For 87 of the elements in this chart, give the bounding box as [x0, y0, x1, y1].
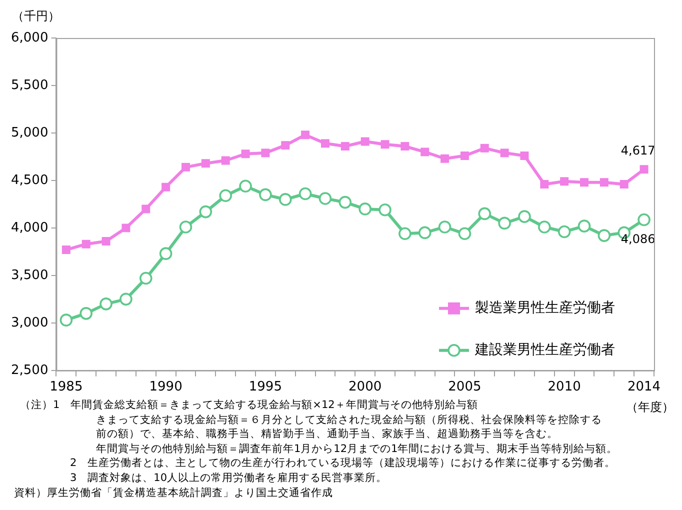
y-tick-label: 5,500: [11, 78, 48, 93]
y-tick-label: 3,500: [11, 268, 48, 283]
point: [398, 227, 412, 240]
point: [620, 180, 628, 188]
point: [458, 227, 472, 240]
point: [500, 148, 509, 158]
point: [181, 162, 190, 172]
text: きまって支給する現金給与額＝６月分として支給された現金給与額（所得税、社会保険料等を控除する: [95, 412, 603, 428]
point: [162, 182, 170, 192]
point: [358, 202, 372, 216]
point: [378, 204, 392, 216]
text: 3 調査対象は、10人以上の常用労働者を雇用する民営事業所。: [69, 470, 388, 486]
point: [518, 210, 531, 223]
point: [578, 220, 591, 232]
point: [318, 192, 332, 205]
point: [538, 220, 551, 234]
point: [598, 229, 611, 242]
point: [338, 196, 352, 209]
x-axis-title: （年度）: [626, 399, 674, 416]
point: [201, 159, 210, 168]
y-tick-label: 3,000: [11, 315, 48, 330]
point: [142, 204, 150, 214]
point: [239, 180, 252, 193]
x-tick-label: 1995: [248, 380, 282, 395]
point: [261, 148, 270, 158]
point: [219, 189, 232, 202]
point: [82, 240, 90, 248]
point: [102, 236, 110, 246]
legend-label: 建設業男性生産労働者: [474, 342, 615, 358]
text: 前の額）で、基本給、職務手当、精皆勤手当、通勤手当、家族手当、超過勤務手当等を含む。: [95, 427, 559, 442]
point: [540, 180, 549, 188]
x-tick-label: 2010: [548, 380, 581, 395]
point: [139, 272, 152, 285]
point: [418, 226, 432, 240]
y-tick-label: 6,000: [11, 30, 48, 46]
y-tick-label: 4,000: [11, 220, 48, 236]
point: [440, 154, 450, 163]
text: 資料）厚生労働省「賃金構造基本統計調査」より国土交通省作成: [14, 486, 334, 500]
text: 2 生産労働者とは、主として物の生産が行われている現場等（建設現場等）における作業に従事する労働者。: [69, 456, 617, 471]
point: [420, 148, 430, 156]
point: [60, 314, 73, 326]
point: [638, 213, 650, 226]
point: [320, 139, 330, 148]
x-tick-label: 1990: [149, 380, 182, 395]
point: [62, 246, 70, 254]
point: [640, 165, 648, 174]
point: [179, 220, 192, 234]
point: [122, 224, 130, 232]
text: （注）1 年間賃金総支給額＝きまって支給する現金給与額×12＋年間賞与その他特別給与額: [20, 398, 479, 413]
y-tick-label: 5,000: [11, 125, 48, 140]
point: [340, 142, 350, 151]
point: [120, 292, 132, 306]
point: [259, 188, 272, 202]
point: [580, 178, 588, 187]
x-tick-label: 2000: [348, 380, 382, 395]
text: 年間賞与その他特別給与額＝調査年前年1月から12月までの1年間における賞与、期末手当等特別給与額。: [95, 442, 619, 456]
y-axis-title: （千円）: [12, 8, 60, 25]
point: [478, 207, 492, 220]
point: [159, 247, 172, 260]
point: [600, 178, 608, 187]
point: [241, 150, 250, 158]
point: [360, 137, 370, 146]
x-tick-label: 1985: [50, 380, 83, 395]
point: [480, 144, 489, 152]
point: [520, 152, 529, 160]
point: [80, 307, 93, 320]
point: [560, 177, 569, 186]
point: [100, 298, 112, 310]
point: [380, 140, 390, 149]
point: [438, 220, 452, 234]
x-tick-label: 2014: [627, 380, 661, 395]
point: [460, 152, 469, 160]
point: [298, 187, 312, 200]
point: [400, 142, 410, 151]
point: [278, 193, 292, 206]
legend-label: 製造業男性生産労働者: [475, 300, 615, 316]
data-label: 4,617: [620, 143, 656, 158]
y-tick-label: 2,500: [11, 362, 48, 378]
point: [301, 130, 310, 140]
point: [558, 225, 571, 238]
point: [199, 205, 212, 218]
point: [281, 141, 290, 150]
point: [221, 156, 230, 165]
y-tick-label: 4,500: [11, 172, 48, 188]
point: [498, 216, 511, 230]
x-tick-label: 2005: [448, 380, 482, 395]
data-label: 4,086: [620, 232, 656, 246]
